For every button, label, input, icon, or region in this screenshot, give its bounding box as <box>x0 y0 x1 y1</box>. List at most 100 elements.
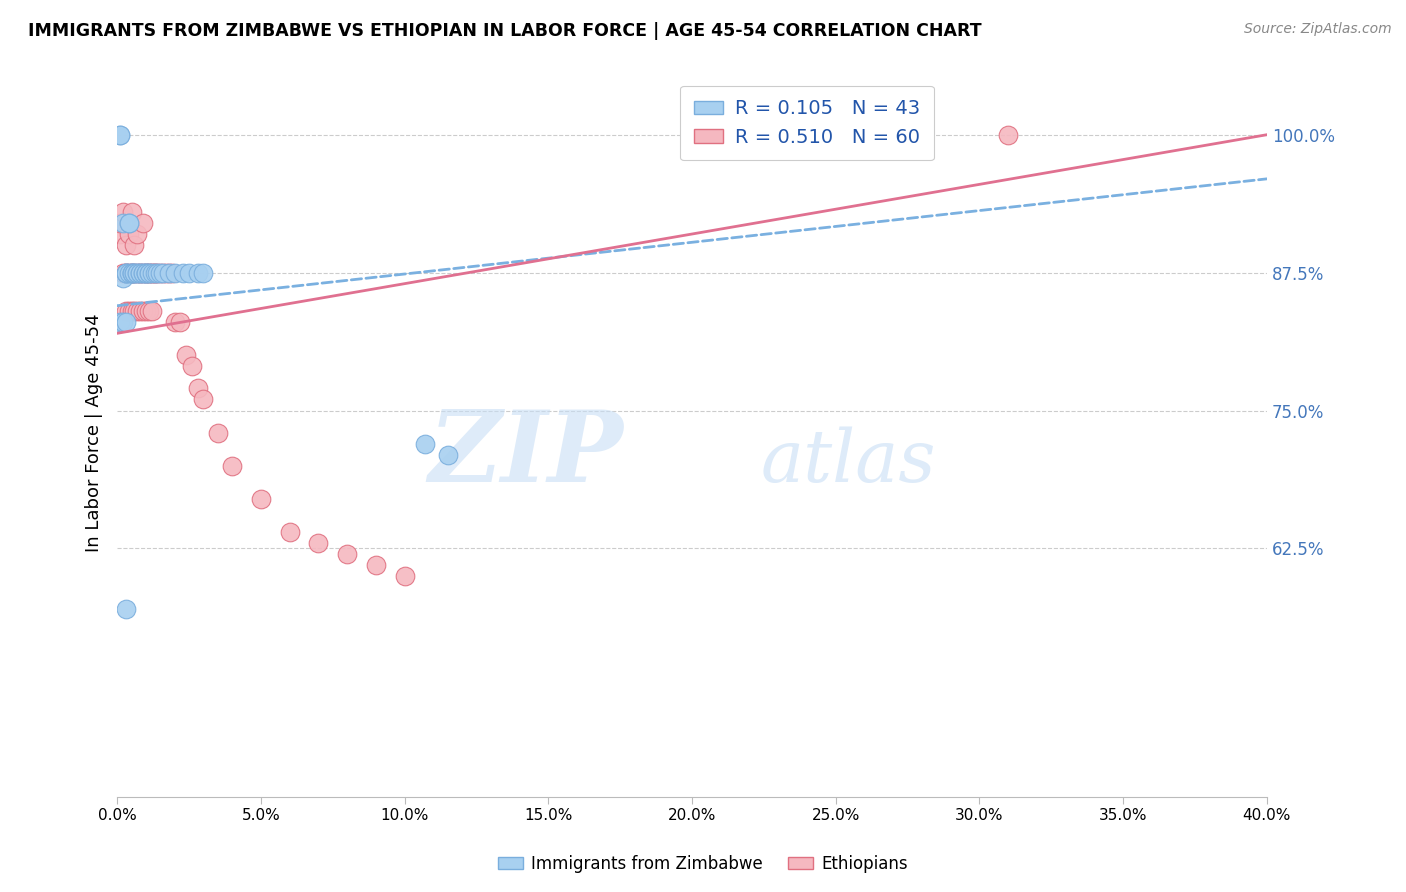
Point <box>146 266 169 280</box>
Point <box>118 227 141 241</box>
Point <box>124 266 146 280</box>
Point <box>141 266 163 280</box>
Point <box>157 266 180 280</box>
Point <box>114 602 136 616</box>
Point <box>114 266 136 280</box>
Point <box>118 216 141 230</box>
Point <box>132 266 155 280</box>
Point <box>132 216 155 230</box>
Point <box>114 304 136 318</box>
Point <box>364 558 387 572</box>
Point <box>114 266 136 280</box>
Point <box>250 491 273 506</box>
Point <box>207 425 229 440</box>
Point <box>135 266 157 280</box>
Point <box>138 266 160 280</box>
Point <box>124 266 146 280</box>
Point <box>114 315 136 329</box>
Point <box>143 266 166 280</box>
Point <box>132 266 155 280</box>
Point <box>121 304 143 318</box>
Point <box>127 304 149 318</box>
Point <box>143 266 166 280</box>
Point <box>146 266 169 280</box>
Legend: R = 0.105   N = 43, R = 0.510   N = 60: R = 0.105 N = 43, R = 0.510 N = 60 <box>681 86 934 161</box>
Point <box>181 359 204 374</box>
Point <box>135 266 157 280</box>
Text: atlas: atlas <box>761 426 936 497</box>
Point <box>141 266 163 280</box>
Point <box>138 266 160 280</box>
Point <box>278 524 301 539</box>
Point <box>108 216 131 230</box>
Point <box>108 315 131 329</box>
Point <box>853 128 876 142</box>
Point <box>108 128 131 142</box>
Point <box>138 266 160 280</box>
Point <box>121 266 143 280</box>
Point <box>141 304 163 318</box>
Point <box>172 266 194 280</box>
Point <box>114 238 136 252</box>
Point <box>436 448 458 462</box>
Point <box>149 266 172 280</box>
Point <box>152 266 174 280</box>
Point <box>187 266 209 280</box>
Point <box>124 238 146 252</box>
Point <box>163 266 186 280</box>
Text: IMMIGRANTS FROM ZIMBABWE VS ETHIOPIAN IN LABOR FORCE | AGE 45-54 CORRELATION CHA: IMMIGRANTS FROM ZIMBABWE VS ETHIOPIAN IN… <box>28 22 981 40</box>
Point <box>121 266 143 280</box>
Point <box>394 569 416 583</box>
Point <box>114 266 136 280</box>
Point <box>111 271 134 285</box>
Point <box>413 436 436 450</box>
Point <box>118 304 141 318</box>
Point <box>108 227 131 241</box>
Point <box>157 266 180 280</box>
Point <box>135 266 157 280</box>
Point <box>221 458 243 473</box>
Point <box>129 266 152 280</box>
Point <box>187 382 209 396</box>
Point <box>124 266 146 280</box>
Text: Source: ZipAtlas.com: Source: ZipAtlas.com <box>1244 22 1392 37</box>
Point <box>127 266 149 280</box>
Point <box>149 266 172 280</box>
Point <box>121 266 143 280</box>
Point <box>132 266 155 280</box>
Point <box>129 266 152 280</box>
Point <box>169 315 191 329</box>
Point <box>336 547 359 561</box>
Point <box>152 266 174 280</box>
Point <box>114 266 136 280</box>
Point <box>132 304 155 318</box>
Point <box>129 266 152 280</box>
Point <box>135 266 157 280</box>
Point <box>138 266 160 280</box>
Point <box>127 266 149 280</box>
Point <box>108 128 131 142</box>
Point <box>111 216 134 230</box>
Point <box>177 266 200 280</box>
Point <box>121 205 143 219</box>
Point <box>111 315 134 329</box>
Point <box>174 348 197 362</box>
Point <box>135 304 157 318</box>
Point <box>121 266 143 280</box>
Point <box>124 304 146 318</box>
Point <box>127 266 149 280</box>
Y-axis label: In Labor Force | Age 45-54: In Labor Force | Age 45-54 <box>86 313 103 552</box>
Point <box>129 304 152 318</box>
Point <box>118 266 141 280</box>
Point <box>111 205 134 219</box>
Point <box>307 536 329 550</box>
Point <box>138 304 160 318</box>
Point <box>127 227 149 241</box>
Point <box>129 266 152 280</box>
Point <box>141 266 163 280</box>
Point <box>143 266 166 280</box>
Point <box>155 266 177 280</box>
Point <box>163 315 186 329</box>
Point <box>135 266 157 280</box>
Point <box>118 266 141 280</box>
